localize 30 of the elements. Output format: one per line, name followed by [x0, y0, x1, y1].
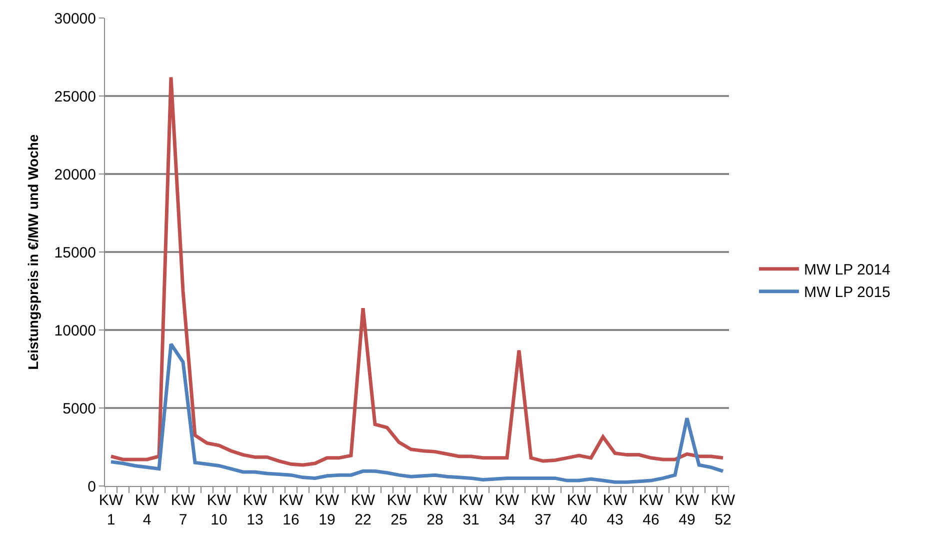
x-tick-label: KW 43 [602, 492, 628, 528]
x-tick-label: KW 10 [206, 492, 232, 528]
legend-label: MW LP 2014 [804, 262, 890, 279]
line-series [109, 76, 725, 467]
x-tick-label: KW 19 [314, 492, 340, 528]
x-tick-label: KW 31 [458, 492, 484, 528]
x-tick-label: KW 7 [170, 492, 196, 528]
x-tick-label: KW 25 [386, 492, 412, 528]
y-axis-title: Leistungspreis in €/MW und Woche [24, 134, 41, 370]
x-tick-label: KW 1 [98, 492, 124, 528]
x-tick-label: KW 16 [278, 492, 304, 528]
x-tick-label: KW 46 [638, 492, 664, 528]
line-series [109, 342, 725, 484]
legend-label: MW LP 2015 [804, 284, 890, 302]
x-tick-label: KW 28 [422, 492, 448, 528]
x-tick-label: KW 37 [530, 492, 556, 528]
x-tick-label: KW 40 [566, 492, 592, 528]
y-tick-label: 5000 [62, 400, 96, 418]
x-tick-label: KW 49 [674, 492, 700, 528]
y-tick-label: 20000 [54, 166, 96, 184]
y-tick-label: 30000 [54, 10, 96, 28]
y-tick-label: 15000 [54, 244, 96, 262]
y-tick-label: 0 [88, 478, 96, 496]
x-tick-label: KW 34 [494, 492, 520, 528]
y-tick-label: 10000 [54, 322, 96, 340]
x-tick-label: KW 13 [242, 492, 268, 528]
x-tick-label: KW 22 [350, 492, 376, 528]
x-tick-label: KW 4 [134, 492, 160, 528]
x-tick-label: KW 52 [710, 492, 736, 528]
y-tick-label: 25000 [54, 88, 96, 106]
